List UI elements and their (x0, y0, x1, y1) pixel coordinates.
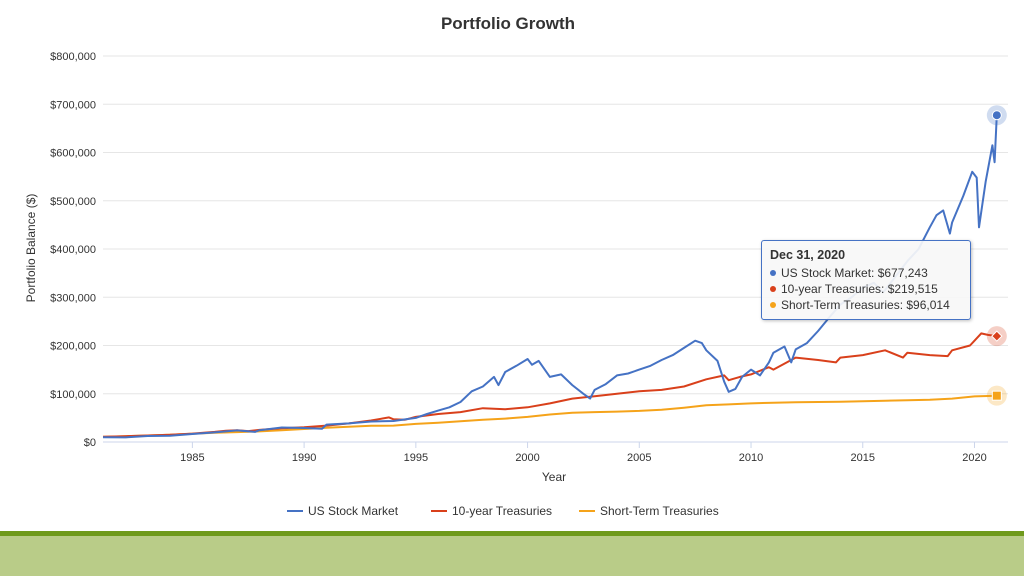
tooltip-10yr-value: 10-year Treasuries: $219,515 (781, 282, 938, 296)
tooltip-row-10yr: 10-year Treasuries: $219,515 (770, 281, 962, 297)
footer-gap (0, 530, 1024, 531)
x-tick-label: 2015 (851, 452, 875, 464)
legend-label-us-stock-market: US Stock Market (308, 504, 399, 518)
portfolio-growth-chart: Portfolio Growth $0 $100,000 $200,000 $300,… (24, 14, 1008, 518)
tooltip-row-short-term: Short-Term Treasuries: $96,014 (770, 297, 962, 313)
x-tick-label: 2005 (627, 452, 651, 464)
legend-item-10-year-treasuries[interactable]: 10-year Treasuries (431, 504, 552, 518)
tooltip-row-us-stock: US Stock Market: $677,243 (770, 265, 962, 281)
y-tick-label: $100,000 (50, 389, 96, 401)
tooltip-us-stock-value: US Stock Market: $677,243 (781, 266, 928, 280)
end-marker-us-stock-market[interactable] (991, 110, 1002, 121)
x-axis-ticks: 1985 1990 1995 2000 2005 2010 2015 2020 (180, 442, 987, 464)
x-axis-title: Year (542, 470, 566, 484)
hover-tooltip: Dec 31, 2020 US Stock Market: $677,243 1… (761, 240, 971, 320)
chart-title: Portfolio Growth (441, 14, 575, 33)
y-axis-ticks: $0 $100,000 $200,000 $300,000 $400,000 $500,0… (50, 51, 96, 449)
y-tick-label: $500,000 (50, 196, 96, 208)
footer-accent-line (0, 531, 1024, 536)
y-tick-label: $600,000 (50, 148, 96, 160)
x-tick-label: 1985 (180, 452, 204, 464)
legend-item-us-stock-market[interactable]: US Stock Market (287, 504, 399, 518)
legend-item-short-term-treasuries[interactable]: Short-Term Treasuries (579, 504, 719, 518)
x-tick-label: 2010 (739, 452, 763, 464)
y-tick-label: $0 (84, 437, 96, 449)
y-tick-label: $200,000 (50, 341, 96, 353)
x-tick-label: 1990 (292, 452, 316, 464)
tooltip-date: Dec 31, 2020 (770, 248, 846, 262)
end-markers[interactable] (986, 105, 1007, 406)
y-tick-label: $700,000 (50, 99, 96, 111)
tooltip-dot-10yr (770, 286, 776, 292)
legend[interactable]: US Stock Market 10-year Treasuries Short-T… (287, 504, 719, 518)
end-marker-short-term-treasuries[interactable] (991, 390, 1002, 401)
y-tick-label: $300,000 (50, 292, 96, 304)
x-tick-label: 2020 (962, 452, 986, 464)
x-tick-label: 1995 (404, 452, 428, 464)
tooltip-short-term-value: Short-Term Treasuries: $96,014 (781, 298, 950, 312)
footer-band (0, 536, 1024, 576)
y-tick-label: $800,000 (50, 51, 96, 63)
y-axis-title: Portfolio Balance ($) (24, 194, 38, 303)
tooltip-dot-short-term (770, 302, 776, 308)
series-line-10-year-treasuries[interactable] (102, 332, 997, 438)
x-tick-label: 2000 (515, 452, 539, 464)
legend-label-10-year-treasuries: 10-year Treasuries (452, 504, 552, 518)
end-marker-10-year-treasuries[interactable] (991, 330, 1003, 342)
grid-lines (103, 55, 1008, 395)
legend-label-short-term-treasuries: Short-Term Treasuries (600, 504, 719, 518)
y-tick-label: $400,000 (50, 244, 96, 256)
tooltip-dot-us-stock (770, 270, 776, 276)
